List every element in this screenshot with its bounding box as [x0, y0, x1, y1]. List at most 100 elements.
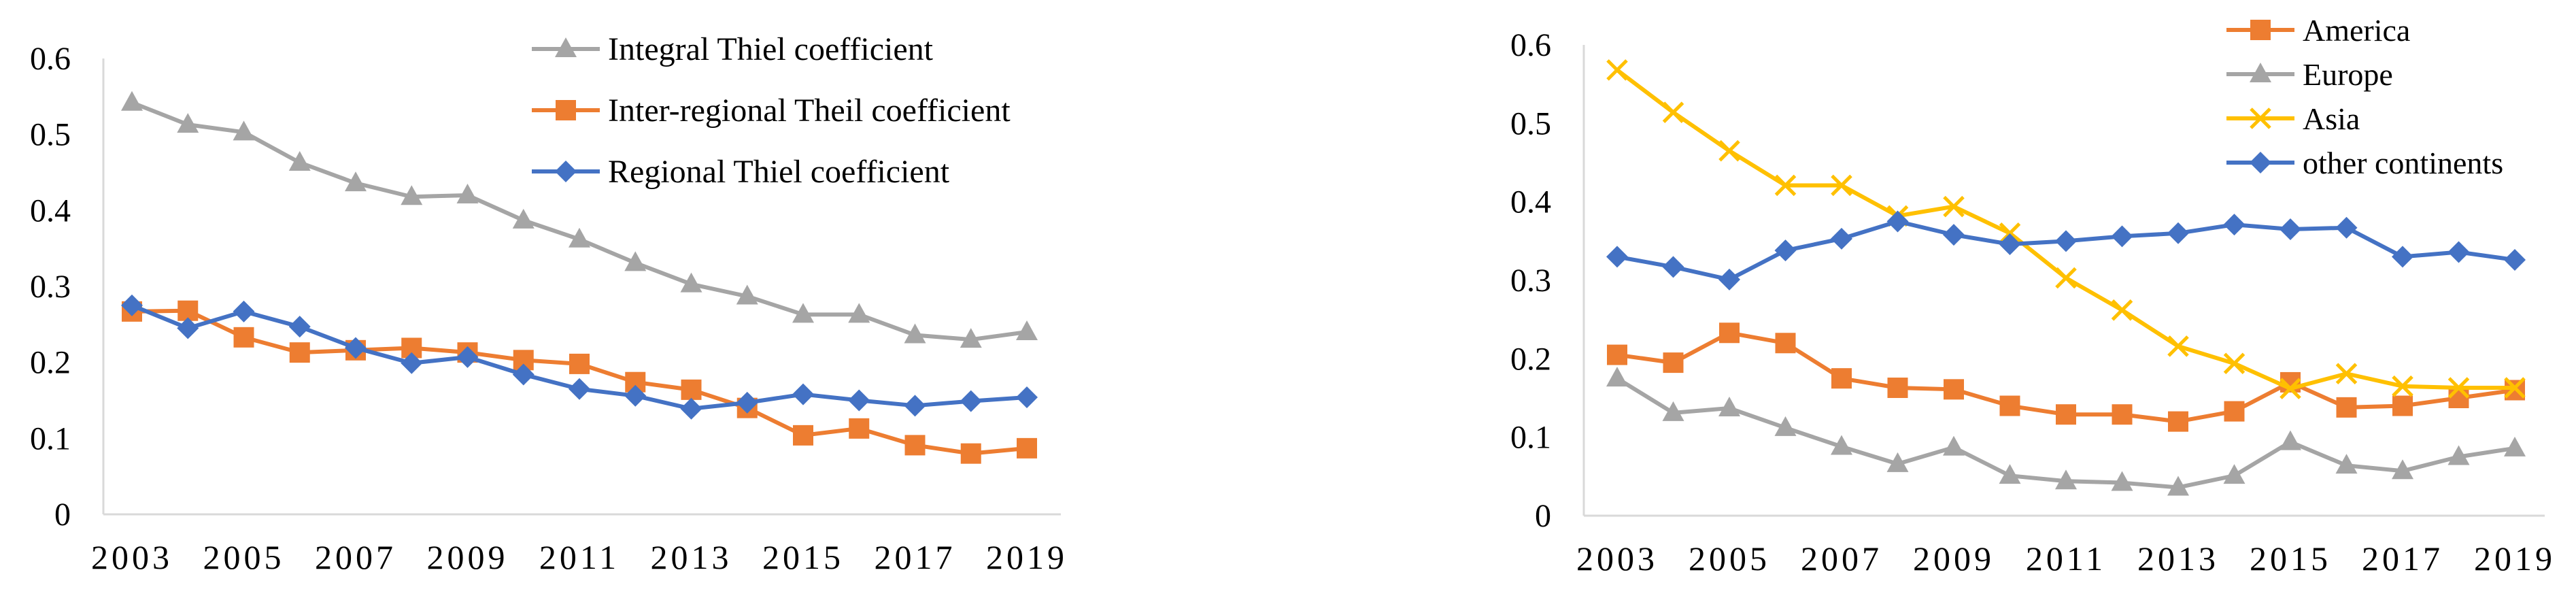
series-asia [1606, 59, 2526, 399]
data-point [1662, 101, 1684, 123]
data-point [288, 150, 311, 171]
data-point [624, 251, 647, 271]
x-tick-label: 2019 [986, 538, 1068, 576]
data-point [1016, 386, 1038, 409]
legend-swatch-marker [555, 161, 577, 182]
data-point [2055, 230, 2077, 252]
legend-entry: other continents [2226, 146, 2503, 180]
y-tick-label: 0.5 [1510, 105, 1551, 142]
legend-label: Integral Thiel coefficient [608, 31, 934, 67]
data-point [401, 352, 423, 374]
series-europe [1606, 367, 2526, 496]
data-point [177, 317, 199, 339]
data-point [1662, 401, 1684, 421]
data-point [2223, 352, 2245, 375]
data-point [512, 208, 535, 229]
data-point [904, 435, 926, 456]
data-point [1886, 452, 1909, 472]
y-tick-label: 0.3 [1510, 263, 1551, 299]
data-point [1775, 333, 1796, 354]
data-point [2335, 454, 2358, 474]
x-tick-label: 2015 [2250, 539, 2331, 578]
data-point [569, 353, 590, 374]
data-point [792, 303, 814, 323]
data-point [345, 171, 367, 192]
data-point [177, 113, 199, 133]
data-point [1887, 378, 1908, 399]
x-tick-label: 2007 [1801, 539, 1882, 578]
data-point [2392, 395, 2413, 416]
data-point [904, 323, 926, 344]
y-tick-label: 0.2 [30, 345, 71, 381]
y-tick-label: 0.5 [30, 117, 71, 153]
data-point [2112, 404, 2133, 425]
data-point [121, 90, 143, 111]
y-tick-label: 0.1 [1510, 420, 1551, 456]
legend-swatch-marker [2250, 152, 2271, 173]
data-point [2167, 222, 2189, 244]
data-point [1774, 416, 1797, 436]
x-tick-label: 2005 [1689, 539, 1770, 578]
thiel-coefficient-chart: 0 0.1 0.2 0.3 0.4 0.5 0.6 2003 2005 2007 2009 2011 2… [30, 31, 1068, 576]
data-point [2336, 397, 2357, 418]
data-point [2504, 249, 2526, 271]
data-point [681, 379, 702, 400]
y-tick-label: 0.6 [30, 41, 71, 77]
data-point [2392, 459, 2413, 480]
data-point [1831, 435, 1852, 455]
y-tick-label: 0.1 [30, 420, 71, 456]
data-point [2504, 377, 2526, 399]
data-point [1606, 367, 1628, 387]
x-tick-label: 2011 [539, 538, 620, 576]
data-point [736, 284, 758, 305]
data-point [2055, 469, 2077, 490]
data-point [1831, 227, 1852, 250]
data-point [2280, 218, 2301, 241]
data-point [401, 185, 423, 205]
y-tick-label: 0.6 [1510, 27, 1551, 63]
data-point [904, 395, 926, 417]
data-point [2223, 214, 2245, 236]
data-point [2111, 471, 2133, 491]
data-point [2448, 388, 2469, 408]
legend-swatch-marker [556, 100, 576, 120]
continents-chart: 0 0.1 0.2 0.3 0.4 0.5 0.6 2003 2005 2007 2009 2011 2… [1510, 13, 2552, 578]
legend-swatch-marker [2250, 107, 2271, 129]
series-line [131, 100, 1028, 342]
data-point [1718, 139, 1740, 162]
data-point [2280, 430, 2301, 450]
data-point [1718, 268, 1740, 290]
data-point [2335, 363, 2358, 385]
data-point [1999, 395, 2020, 416]
legend-swatch-marker [2250, 63, 2271, 82]
series-integral-thiel-coefficient [121, 90, 1038, 348]
x-tick-label: 2003 [1576, 539, 1658, 578]
data-point [624, 384, 647, 407]
y-tick-label: 0 [54, 497, 71, 533]
x-tick-label: 2013 [651, 538, 732, 576]
legend-label: Asia [2303, 101, 2360, 136]
legend-label: America [2303, 13, 2410, 48]
x-tick-label: 2009 [1913, 539, 1995, 578]
data-point [680, 272, 702, 293]
data-point [2392, 375, 2413, 397]
legend-label: Regional Thiel coefficient [608, 154, 950, 190]
data-point [792, 383, 814, 405]
legend-label: other continents [2303, 146, 2503, 180]
data-point [2168, 411, 2188, 432]
data-point [1999, 222, 2021, 244]
data-point [960, 390, 982, 412]
data-point [456, 346, 479, 368]
data-point [288, 316, 311, 338]
data-point [2504, 436, 2526, 456]
data-point [2280, 378, 2301, 399]
data-point [2111, 225, 2133, 248]
x-tick-label: 2007 [315, 538, 396, 576]
legend-swatch-marker [2250, 20, 2271, 40]
x-tick-label: 2003 [91, 538, 173, 576]
data-point [736, 391, 758, 414]
data-point [233, 327, 254, 348]
legend-entry: America [2226, 13, 2410, 48]
data-point [1886, 210, 1909, 233]
series-other-continents [1606, 210, 2526, 290]
